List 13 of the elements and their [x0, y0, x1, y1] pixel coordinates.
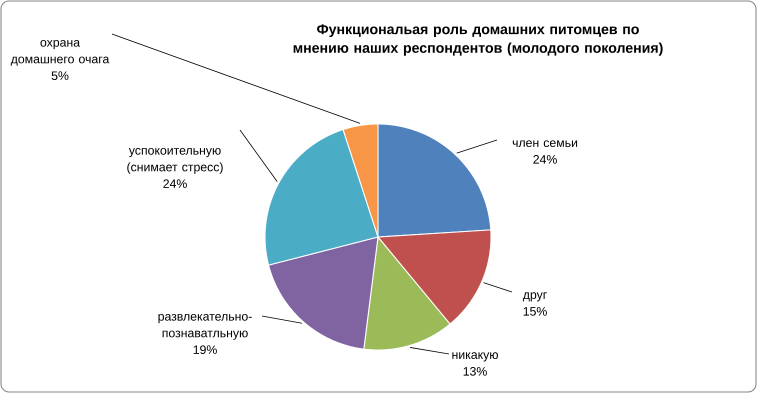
slice-label: охрана домашнего очага — [10, 40, 110, 66]
data-label: 5% — [52, 71, 68, 80]
data-label: 19% — [194, 345, 217, 354]
slice-label: член семьи — [512, 140, 578, 148]
data-label: 24% — [163, 179, 187, 188]
data-label: 15% — [524, 307, 547, 316]
data-label: 24% — [533, 155, 557, 164]
data-label: 13% — [464, 367, 487, 376]
slice-label: друг — [522, 292, 547, 302]
slice-label: никакую — [452, 352, 498, 362]
slice-label: успокоительную (снимает стресс) — [127, 148, 223, 174]
slice-label: развлекательно-познаватльную — [158, 314, 252, 340]
chart-title: Функциональая роль домашних питомцев по мнению наших респондентов (молодого поколения) — [294, 24, 663, 56]
